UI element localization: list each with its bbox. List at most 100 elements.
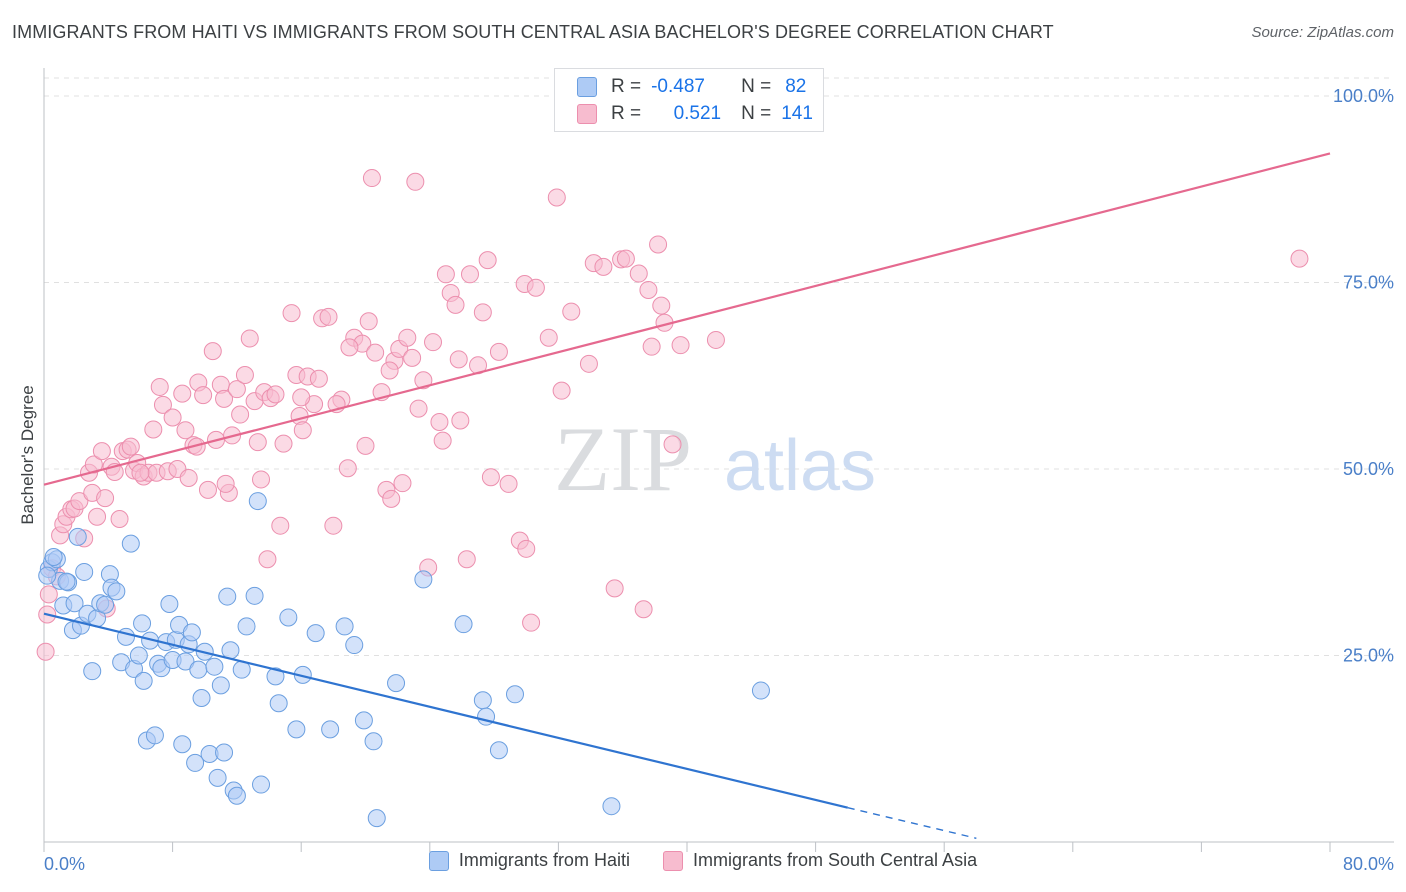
haiti-point <box>505 685 524 704</box>
asia-point <box>706 330 725 349</box>
haiti-point <box>189 660 208 679</box>
asia-point <box>252 470 271 489</box>
chart-title: IMMIGRANTS FROM HAITI VS IMMIGRANTS FROM… <box>12 22 1054 42</box>
haiti-point <box>121 534 140 553</box>
haiti-point <box>473 691 492 710</box>
asia-point <box>398 328 417 347</box>
haiti-point <box>287 720 306 739</box>
haiti-point <box>252 775 271 794</box>
asia-point <box>433 431 452 450</box>
asia-point <box>110 509 129 528</box>
haiti-point <box>335 617 354 636</box>
legend-item-haiti[interactable]: Immigrants from Haiti <box>428 850 630 871</box>
asia-point <box>235 366 254 385</box>
asia-r-value: 0.521 <box>673 103 722 124</box>
haiti-point <box>134 671 153 690</box>
y-tick-label: 75.0% <box>1343 273 1394 293</box>
asia-point <box>446 295 465 314</box>
asia-point <box>366 343 385 362</box>
x-tick-label-min: 0.0% <box>44 854 85 874</box>
legend-item-asia[interactable]: Immigrants from South Central Asia <box>662 850 977 871</box>
asia-point <box>547 188 566 207</box>
asia-point <box>642 337 661 356</box>
asia-point <box>562 302 581 321</box>
asia-point <box>616 249 635 268</box>
haiti-point <box>182 623 201 642</box>
haiti-point <box>489 741 508 760</box>
haiti-n-label: N = <box>741 76 772 97</box>
asia-point <box>489 342 508 361</box>
asia-point <box>258 550 277 569</box>
asia-point <box>639 280 658 299</box>
asia-point <box>473 303 492 322</box>
asia-point <box>70 492 89 511</box>
asia-point <box>414 371 433 390</box>
haiti-point <box>364 732 383 751</box>
haiti-point <box>211 676 230 695</box>
haiti-point <box>248 492 267 511</box>
asia-point <box>356 436 375 455</box>
asia-point <box>324 516 343 535</box>
asia-point <box>194 386 213 405</box>
asia-point <box>173 384 192 403</box>
haiti-point <box>279 608 298 627</box>
asia-point <box>451 411 470 430</box>
haiti-point <box>387 674 406 693</box>
haiti-point <box>454 615 473 634</box>
haiti-point <box>208 768 227 787</box>
asia-point <box>198 480 217 499</box>
haiti-point <box>133 614 152 633</box>
asia-point <box>84 455 103 474</box>
legend-haiti-label: Immigrants from Haiti <box>458 850 630 870</box>
asia-point <box>340 338 359 357</box>
haiti-point <box>354 711 373 730</box>
asia-point <box>359 312 378 331</box>
asia-point <box>430 413 449 432</box>
watermark: ZIP atlas <box>554 408 876 510</box>
asia-point <box>88 507 107 526</box>
haiti-point <box>321 720 340 739</box>
haiti-point <box>176 652 195 671</box>
asia-point <box>293 421 312 440</box>
haiti-point <box>205 657 224 676</box>
stats-legend: R = -0.487 N = 82 R = 0.521 N = 141 <box>554 68 824 132</box>
asia-point <box>649 235 668 254</box>
haiti-point <box>245 586 264 605</box>
haiti-r-label: R = <box>611 76 642 97</box>
asia-point <box>539 328 558 347</box>
asia-point <box>92 442 111 461</box>
haiti-point <box>145 726 164 745</box>
haiti-point <box>68 527 87 546</box>
haiti-point <box>218 587 237 606</box>
haiti-trend-line <box>43 612 849 809</box>
asia-point <box>499 474 518 493</box>
haiti-point <box>237 617 256 636</box>
asia-trend-line <box>43 152 1331 486</box>
haiti-points <box>38 492 770 828</box>
asia-point <box>478 251 497 270</box>
asia-point <box>153 395 172 414</box>
asia-point <box>271 516 290 535</box>
asia-point <box>144 420 163 439</box>
asia-point <box>522 613 541 632</box>
haiti-point <box>57 572 76 591</box>
source-note: Source: ZipAtlas.com <box>1251 24 1394 41</box>
asia-point <box>629 264 648 283</box>
asia-points <box>36 169 1309 661</box>
haiti-point <box>751 681 770 700</box>
asia-point <box>227 380 246 399</box>
asia-point <box>309 369 328 388</box>
asia-point <box>362 169 381 188</box>
haiti-point <box>116 627 135 646</box>
asia-point <box>449 350 468 369</box>
asia-point <box>39 585 58 604</box>
asia-point <box>163 408 182 427</box>
haiti-point <box>266 667 285 686</box>
haiti-point <box>192 689 211 708</box>
haiti-point <box>215 743 234 762</box>
asia-point <box>634 600 653 619</box>
haiti-point <box>129 646 148 665</box>
asia-point <box>176 421 195 440</box>
asia-point <box>150 377 169 396</box>
